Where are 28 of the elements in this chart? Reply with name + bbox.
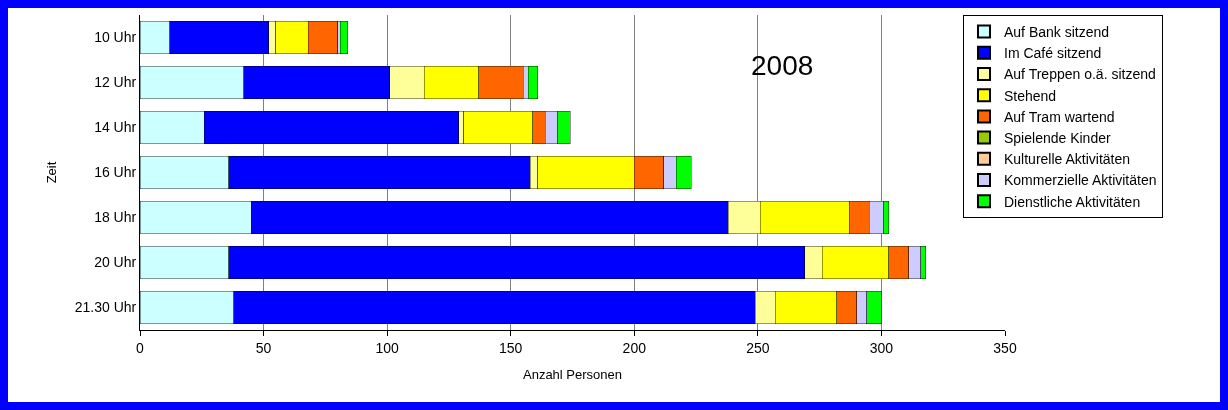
x-tick-label: 150 — [499, 339, 523, 356]
y-tick-label: 18 Uhr — [94, 209, 137, 226]
legend-label: Auf Tram wartend — [1004, 108, 1115, 125]
legend-label: Auf Treppen o.ä. sitzend — [1004, 66, 1156, 83]
x-tick-label: 300 — [869, 339, 894, 356]
y-tick-label: 21.30 Uhr — [74, 299, 137, 316]
legend-label: Spielende Kinder — [1004, 130, 1111, 147]
y-axis-title: Zeit — [43, 161, 59, 184]
y-tick-label: 20 Uhr — [94, 254, 137, 271]
x-tick-label: 100 — [375, 339, 400, 356]
legend-label: Stehend — [1004, 87, 1057, 104]
legend-label: Dienstliche Aktivitäten — [1004, 193, 1141, 210]
x-tick-label: 50 — [255, 339, 272, 356]
y-tick-label: 12 Uhr — [94, 74, 137, 91]
x-tick-label: 0 — [136, 339, 145, 356]
legend-label: Auf Bank sitzend — [1004, 24, 1110, 41]
annotation: 2008 — [751, 50, 814, 81]
y-tick-label: 10 Uhr — [94, 29, 137, 46]
x-tick-label: 250 — [746, 339, 770, 356]
x-axis-title: Anzahl Personen — [522, 367, 623, 383]
x-tick-label: 350 — [993, 339, 1017, 356]
x-tick-label: 200 — [622, 339, 647, 356]
legend-label: Im Café sitzend — [1004, 45, 1102, 62]
y-tick-label: 16 Uhr — [94, 164, 137, 181]
legend-label: Kommerzielle Aktivitäten — [1004, 172, 1157, 189]
bar — [339, 21, 348, 54]
y-tick-label: 14 Uhr — [94, 119, 137, 136]
legend-label: Kulturelle Aktivitäten — [1004, 151, 1131, 168]
